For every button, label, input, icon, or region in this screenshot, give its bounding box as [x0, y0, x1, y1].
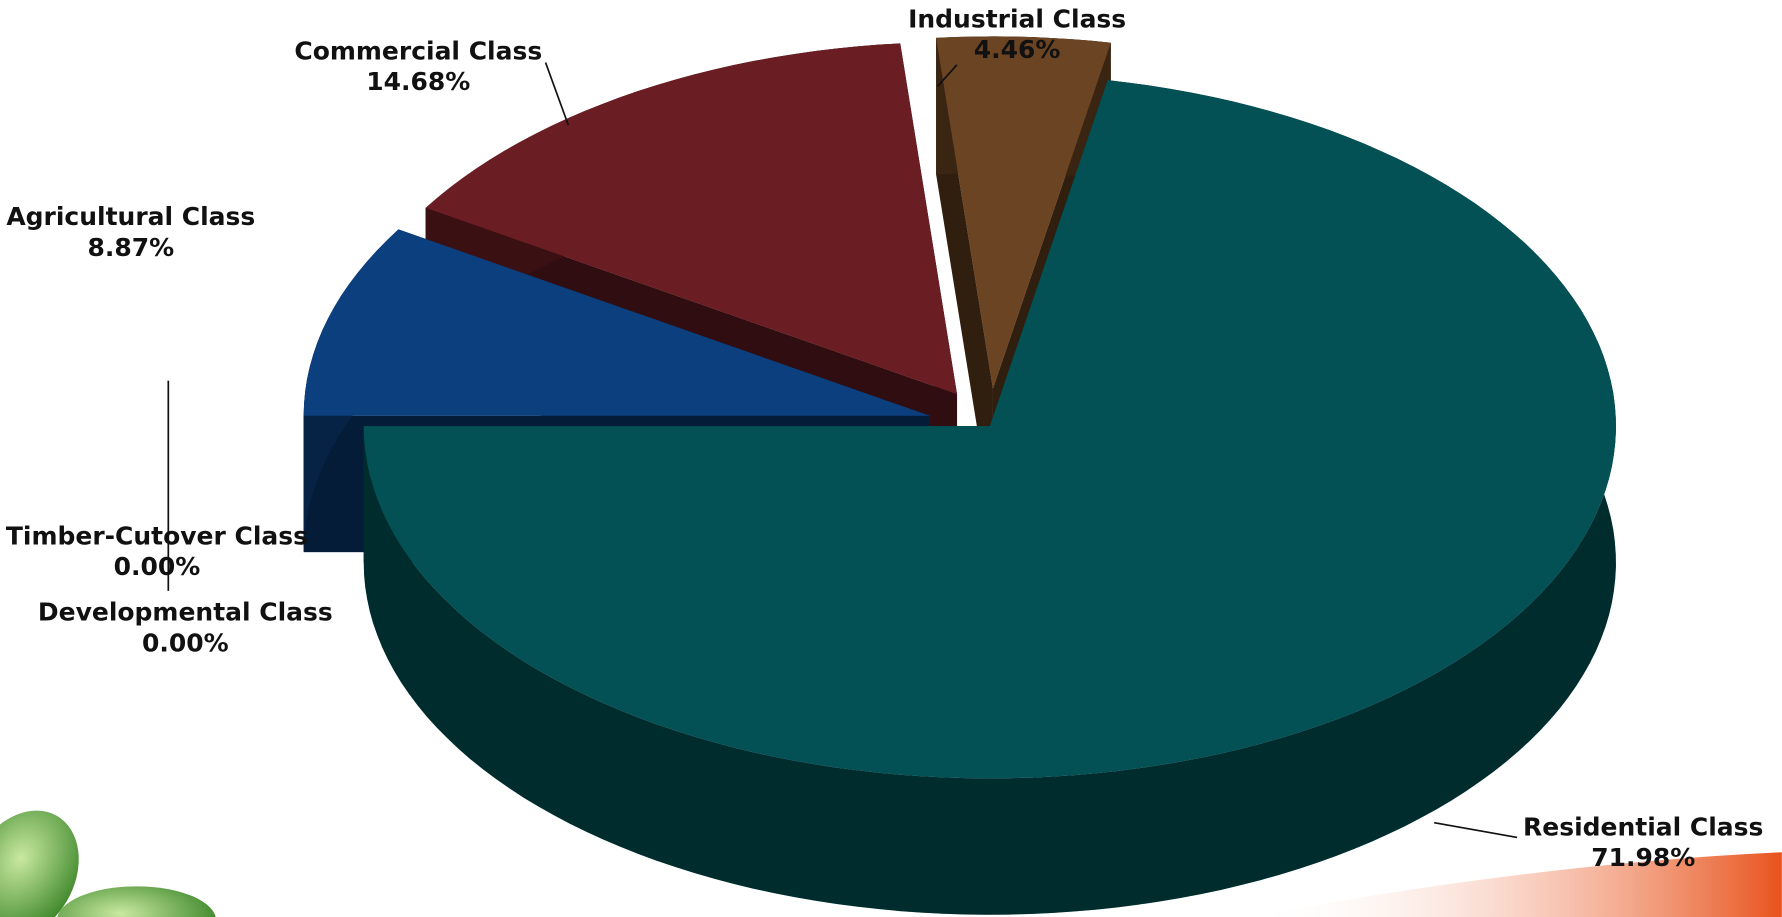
label-name: Timber-Cutover Class: [6, 521, 308, 550]
slice: [303, 229, 930, 416]
label-name: Developmental Class: [38, 598, 333, 627]
leader-line: [544, 62, 570, 126]
label-value: 71.98%: [1591, 843, 1695, 872]
label-value: 4.46%: [974, 35, 1061, 64]
decoration: [0, 810, 1782, 917]
pie: [303, 36, 1616, 915]
slice: [936, 36, 1111, 389]
label-name: Agricultural Class: [6, 202, 255, 231]
label-value: 8.87%: [87, 233, 174, 262]
leader-line: [1434, 821, 1518, 839]
label-value: 0.00%: [114, 552, 201, 581]
label-name: Residential Class: [1523, 812, 1763, 841]
slice: [363, 80, 1616, 779]
slice: [425, 43, 958, 395]
leader-line: [936, 64, 958, 87]
label-value: 0.00%: [142, 628, 229, 657]
label-name: Commercial Class: [294, 36, 542, 65]
label-name: Industrial Class: [908, 4, 1126, 33]
label-value: 14.68%: [366, 67, 470, 96]
